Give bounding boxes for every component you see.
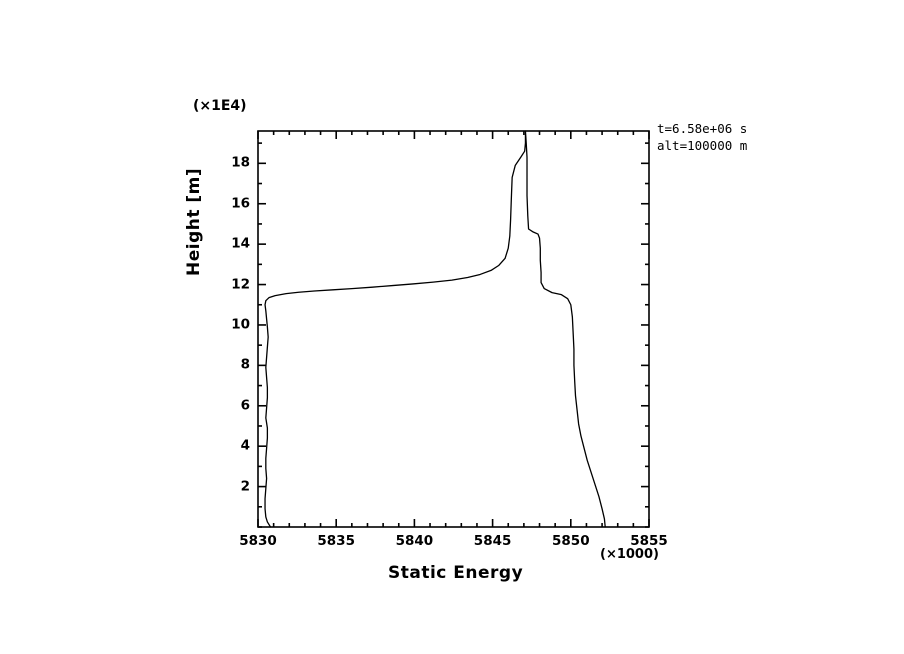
y-axis-multiplier-label: (×1E4) bbox=[193, 98, 247, 114]
y-tick-label: 4 bbox=[240, 437, 250, 454]
x-tick-label: 5830 bbox=[239, 533, 277, 549]
x-tick-label: 5845 bbox=[473, 533, 512, 549]
y-tick-label: 18 bbox=[231, 154, 250, 171]
x-axis-title: Static Energy bbox=[388, 563, 524, 583]
y-axis-title: Height [m] bbox=[184, 167, 204, 276]
axis-ticks bbox=[257, 131, 650, 528]
data-curve bbox=[264, 130, 606, 528]
x-tick-label: 5855 bbox=[630, 533, 668, 549]
y-tick-label: 2 bbox=[240, 477, 250, 494]
x-tick-label: 5835 bbox=[317, 533, 355, 549]
y-tick-label: 12 bbox=[231, 275, 250, 292]
y-tick-label: 10 bbox=[231, 316, 250, 333]
annotation-altitude: alt=100000 m bbox=[657, 138, 748, 153]
x-tick-label: 5840 bbox=[395, 533, 434, 549]
y-tick-label: 16 bbox=[231, 194, 250, 211]
annotation-time: t=6.58e+06 s bbox=[657, 121, 748, 136]
x-axis-multiplier-label: (×1000) bbox=[600, 547, 659, 562]
y-tick-label: 14 bbox=[231, 235, 250, 252]
y-tick-label: 8 bbox=[240, 356, 250, 373]
axes-frame bbox=[257, 130, 650, 528]
y-tick-label: 6 bbox=[240, 397, 250, 414]
x-tick-label: 5850 bbox=[552, 533, 590, 549]
